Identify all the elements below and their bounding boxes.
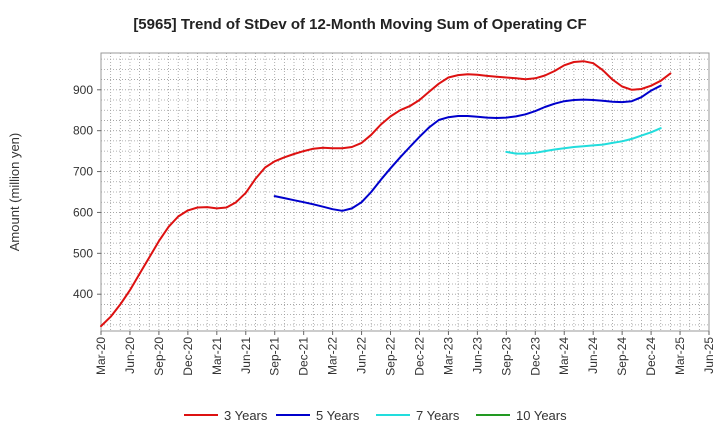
x-tick-label: Mar-20 [94,337,108,375]
x-axis-ticks: Mar-20 Jun-20 Sep-20 Dec-20 Mar-21 Jun-21 Sep-… [94,331,716,376]
x-tick-label: Jun-24 [586,337,600,374]
x-tick-label: Mar-24 [557,337,571,375]
y-tick-label: 700 [73,165,93,179]
x-tick-label: Mar-25 [673,337,687,375]
legend: 3 Years 5 Years 7 Years 10 Years [184,408,567,423]
x-tick-label: Jun-22 [355,337,369,374]
y-tick-label: 400 [73,287,93,301]
series-line-7-years [505,127,662,155]
chart-title: [5965] Trend of StDev of 12-Month Moving… [133,16,586,33]
y-tick-label: 800 [73,124,93,138]
x-tick-label: Jun-21 [239,337,253,374]
y-axis-label: Amount (million yen) [7,133,22,252]
x-tick-label: Dec-22 [412,337,426,376]
y-tick-label: 500 [73,246,93,260]
series-layer [100,60,672,328]
x-tick-label: Sep-24 [615,337,629,376]
x-tick-label: Sep-20 [152,337,166,376]
x-tick-label: Dec-20 [181,337,195,376]
legend-label: 7 Years [416,408,460,423]
legend-label: 3 Years [224,408,268,423]
x-tick-label: Sep-22 [384,337,398,376]
x-tick-label: Jun-25 [702,337,716,374]
x-tick-label: Jun-20 [123,337,137,374]
x-tick-label: Sep-21 [268,337,282,376]
x-tick-label: Jun-23 [470,337,484,374]
x-tick-label: Dec-24 [644,337,658,376]
x-tick-label: Mar-22 [326,337,340,375]
legend-label: 10 Years [516,408,567,423]
x-tick-label: Mar-23 [441,337,455,375]
y-tick-label: 900 [73,83,93,97]
plot-area [100,52,710,332]
x-tick-label: Mar-21 [210,337,224,375]
x-tick-label: Dec-21 [297,337,311,376]
y-tick-label: 600 [73,205,93,219]
series-line-3-years [100,60,672,328]
x-tick-label: Dec-23 [528,337,542,376]
legend-label: 5 Years [316,408,360,423]
series-line-5-years [273,84,662,212]
x-tick-label: Sep-23 [499,337,513,376]
y-axis-ticks: 400 500 600 700 800 900 [73,83,101,301]
grid [101,53,709,331]
